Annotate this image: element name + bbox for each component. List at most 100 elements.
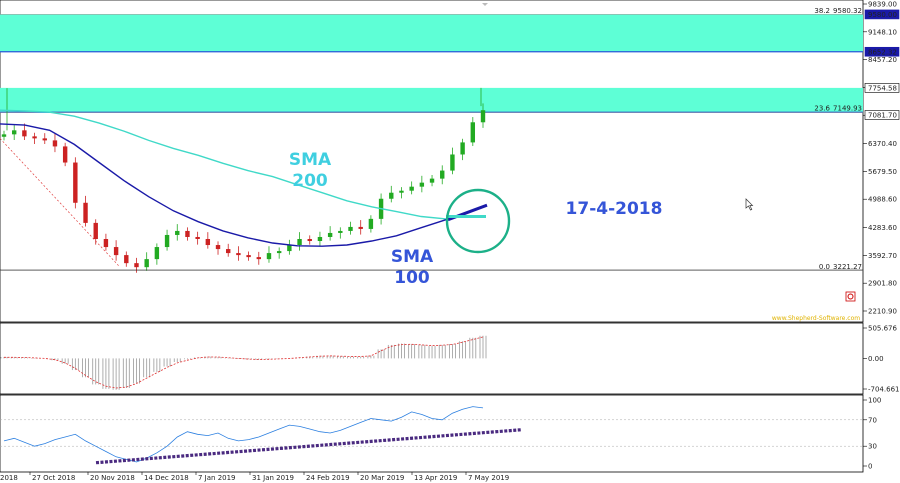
candle bbox=[348, 221, 353, 235]
price-tag-label: 7081.70 bbox=[868, 111, 897, 119]
price-tag-label: 9580.00 bbox=[868, 11, 897, 19]
mouse-cursor-icon bbox=[745, 198, 754, 211]
price-tag-label: 7754.58 bbox=[868, 84, 897, 92]
candle-body bbox=[103, 238, 109, 248]
x-tick-label: 24 Feb 2019 bbox=[306, 474, 350, 482]
candle bbox=[83, 195, 88, 227]
candle-body bbox=[470, 122, 476, 143]
candle-body bbox=[317, 236, 323, 242]
macd-panel[interactable] bbox=[0, 322, 864, 395]
candle-body bbox=[389, 192, 394, 199]
rsi-tick-label: 100 bbox=[868, 397, 881, 405]
candle bbox=[1, 130, 7, 141]
candle-body bbox=[185, 230, 190, 237]
candle-body bbox=[409, 186, 414, 191]
candle-body bbox=[205, 238, 211, 246]
candle-body bbox=[32, 136, 37, 139]
candle bbox=[399, 187, 404, 199]
candle bbox=[154, 243, 160, 265]
fib-zone-1 bbox=[0, 87, 863, 113]
candle-body bbox=[164, 234, 170, 248]
candle bbox=[22, 123, 27, 140]
price-tag-box bbox=[864, 110, 900, 120]
candle-body bbox=[297, 238, 302, 246]
x-tick-label: 31 Jan 2019 bbox=[252, 474, 294, 482]
sma-line-0 bbox=[0, 109, 447, 220]
candle-body bbox=[11, 130, 17, 135]
candle-body bbox=[175, 230, 180, 235]
fib-label-1: 23.6 bbox=[814, 105, 830, 113]
candle bbox=[297, 232, 302, 251]
price-panel[interactable]: 38.2 9580.32 23.6 7149.93 0.0 3221.27 SMA 200… bbox=[0, 0, 864, 323]
candle bbox=[134, 257, 139, 273]
candle bbox=[42, 133, 47, 145]
fib-zone-0 bbox=[0, 14, 863, 52]
close-indicator-icon[interactable] bbox=[845, 291, 856, 302]
x-tick-label: 7 Jan 2019 bbox=[198, 474, 236, 482]
x-tick-label: 2018 bbox=[0, 474, 18, 482]
candle bbox=[236, 246, 241, 261]
y-tick-label: 4283.60 bbox=[868, 224, 897, 232]
candle bbox=[327, 226, 333, 241]
candle bbox=[440, 165, 445, 185]
candle-body bbox=[62, 146, 68, 163]
candle-body bbox=[358, 226, 363, 229]
fib-label-2: 0.0 bbox=[819, 263, 830, 271]
x-tick-label: 20 Mar 2019 bbox=[360, 474, 404, 482]
candle-body bbox=[399, 190, 404, 193]
macd-tick-label: 0.00 bbox=[868, 355, 884, 363]
diagonal-trend-line bbox=[0, 138, 121, 268]
circle-annotation bbox=[445, 188, 511, 254]
rsi-tick-label: 0 bbox=[868, 463, 872, 471]
y-tick-label: 6370.40 bbox=[868, 140, 897, 148]
candle-body bbox=[236, 253, 241, 256]
x-tick-label: 20 Nov 2018 bbox=[90, 474, 135, 482]
x-tick-label: 13 Apr 2019 bbox=[414, 474, 457, 482]
candle bbox=[460, 138, 465, 161]
y-tick-label: 3592.70 bbox=[868, 252, 897, 260]
candle-body bbox=[419, 182, 425, 187]
candle bbox=[93, 219, 98, 245]
candle-body bbox=[1, 134, 7, 137]
candle-body bbox=[338, 230, 343, 233]
candle-body bbox=[429, 178, 435, 183]
candle-body bbox=[368, 218, 374, 229]
candle-body bbox=[480, 110, 486, 123]
candle bbox=[338, 227, 343, 239]
candle-body bbox=[226, 249, 231, 254]
sma200-label-line1: SMA bbox=[289, 150, 332, 170]
y-tick-label: 2901.80 bbox=[868, 280, 897, 288]
macd-tick-label: -704.661 bbox=[868, 386, 899, 394]
fib-label-0: 38.2 bbox=[814, 7, 830, 15]
candle-body bbox=[327, 232, 333, 237]
candle bbox=[256, 251, 261, 265]
candle bbox=[358, 220, 363, 235]
rsi-tick-label: 30 bbox=[868, 443, 877, 451]
candle bbox=[185, 227, 190, 241]
candle-body bbox=[144, 259, 149, 268]
candle bbox=[317, 231, 323, 247]
candle bbox=[175, 224, 180, 241]
fib-value-2: 3221.27 bbox=[833, 263, 862, 271]
candle-body bbox=[246, 255, 251, 258]
candle-body bbox=[307, 238, 312, 242]
x-tick-label: 14 Dec 2018 bbox=[144, 474, 189, 482]
rsi-line bbox=[3, 406, 484, 463]
candle-body bbox=[276, 251, 282, 254]
candle bbox=[195, 231, 200, 245]
scroll-marker-icon[interactable] bbox=[482, 3, 488, 6]
candle-body bbox=[42, 138, 47, 141]
candle-body bbox=[124, 255, 129, 264]
candle-body bbox=[195, 236, 200, 239]
sma200-label-line2: 200 bbox=[292, 171, 328, 191]
x-tick-label: 7 May 2019 bbox=[468, 474, 509, 482]
candle-body bbox=[73, 162, 78, 203]
candle bbox=[409, 181, 414, 195]
rsi-panel[interactable] bbox=[0, 394, 864, 473]
candle bbox=[480, 103, 486, 128]
candle bbox=[11, 125, 17, 140]
sma100-label-line1: SMA bbox=[391, 247, 434, 267]
y-tick-label: 4988.60 bbox=[868, 196, 897, 204]
rsi-trendline bbox=[95, 428, 523, 465]
